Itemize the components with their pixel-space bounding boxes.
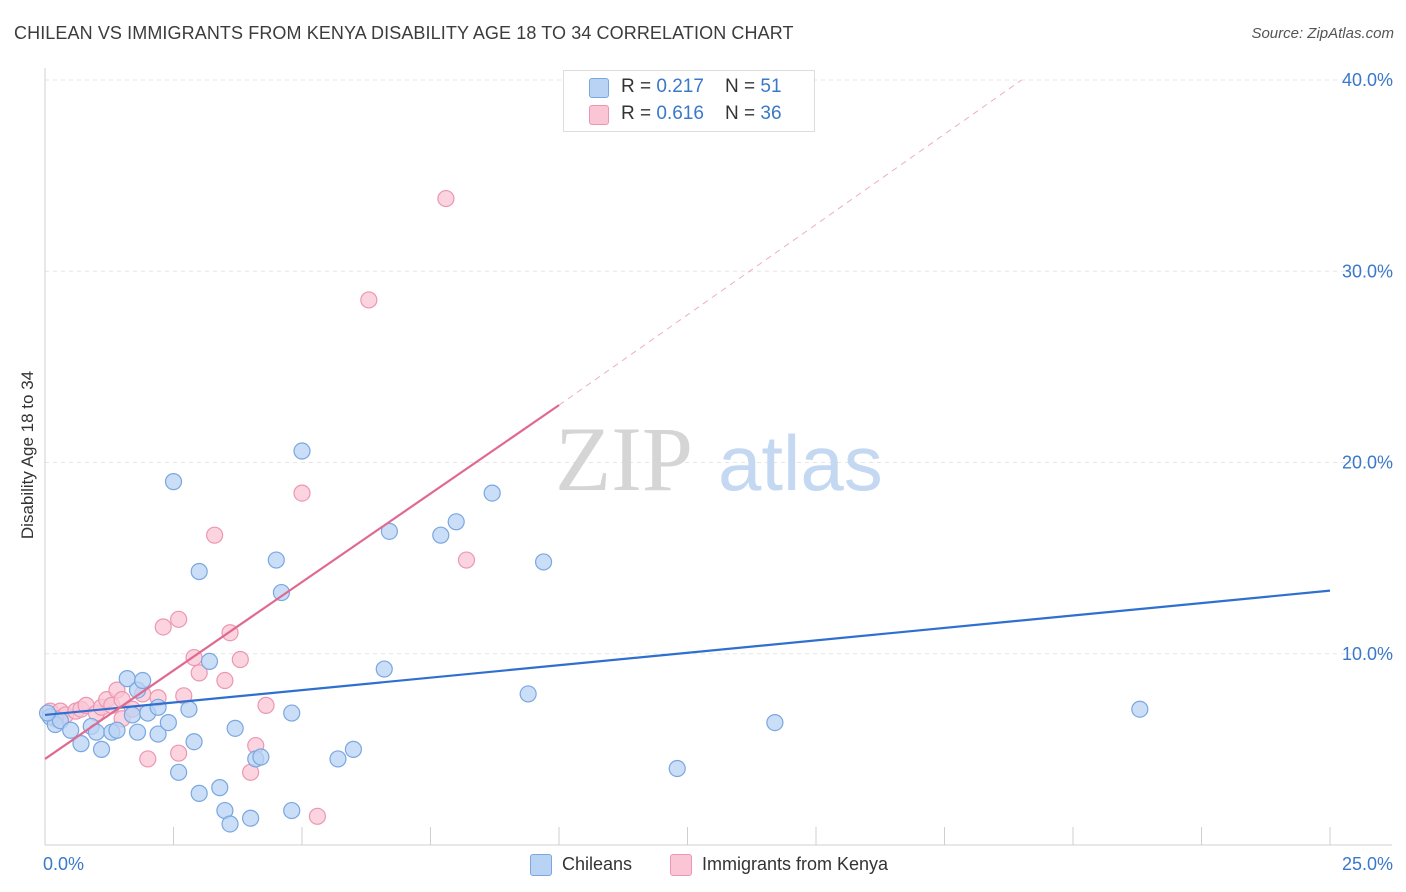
legend-n-value: 36	[760, 103, 782, 124]
y-tick-label: 10.0%	[1342, 644, 1393, 664]
data-points	[38, 189, 1149, 833]
chilean-point	[283, 801, 301, 820]
chart-title: CHILEAN VS IMMIGRANTS FROM KENYA DISABIL…	[14, 23, 794, 43]
legend-n-value: 51	[760, 76, 782, 97]
chilean-point	[293, 442, 311, 460]
kenya-point	[360, 291, 378, 309]
y-tick-label: 20.0%	[1342, 453, 1393, 473]
kenya-point	[170, 610, 188, 628]
chilean-point	[62, 721, 80, 739]
watermark-zip: ZIP	[555, 408, 693, 510]
chilean-point	[123, 706, 141, 724]
x-tick-label: 25.0%	[1342, 854, 1393, 874]
bottom-legend-swatch-chileans	[530, 854, 552, 876]
chilean-point	[149, 698, 167, 716]
tick-labels: 10.0% 20.0% 30.0% 40.0% 0.0% 25.0%	[43, 70, 1393, 874]
kenya-point	[216, 671, 234, 690]
chilean-point	[483, 484, 501, 502]
chilean-point	[329, 750, 347, 768]
chilean-point	[668, 759, 686, 778]
bottom-legend-label: Chileans	[562, 854, 633, 874]
kenya-point	[139, 750, 157, 768]
legend-r-value: 0.217	[656, 76, 704, 97]
chilean-point	[38, 704, 57, 722]
legend-n-label: N =	[725, 76, 761, 97]
chilean-point	[128, 723, 147, 741]
watermark-atlas: atlas	[718, 419, 883, 507]
kenya-point	[206, 526, 224, 544]
chilean-point	[200, 652, 219, 671]
chileans-trend-line	[44, 589, 1331, 717]
chilean-point	[380, 522, 398, 540]
chilean-point	[1131, 700, 1149, 718]
kenya-point	[457, 551, 476, 569]
watermark: ZIP atlas	[555, 408, 883, 510]
chilean-point	[766, 713, 784, 732]
source-label: Source: ZipAtlas.com	[1251, 25, 1394, 42]
chilean-point	[519, 685, 537, 703]
y-tick-label: 30.0%	[1342, 261, 1393, 281]
legend-r-value: 0.616	[656, 103, 704, 124]
chilean-point	[283, 704, 301, 722]
chilean-point	[534, 553, 553, 571]
kenya-point	[190, 664, 208, 682]
chilean-point	[272, 583, 291, 602]
kenya-point	[293, 484, 311, 502]
legend-swatch-kenya	[589, 105, 609, 125]
chilean-point	[211, 779, 229, 797]
kenya-point	[437, 189, 455, 208]
y-tick-label: 40.0%	[1342, 70, 1393, 90]
kenya-point	[154, 618, 172, 636]
legend-n-label: N =	[725, 103, 761, 124]
chilean-point	[159, 713, 177, 732]
trend-lines	[44, 79, 1331, 760]
chilean-point	[149, 725, 167, 743]
chilean-point	[72, 735, 90, 753]
chilean-point	[267, 551, 285, 569]
bottom-legend-swatch-kenya	[670, 854, 692, 876]
chilean-point	[375, 660, 393, 678]
chilean-point	[226, 719, 244, 737]
chilean-point	[432, 526, 450, 544]
chilean-point	[164, 473, 183, 491]
chilean-point	[92, 740, 111, 758]
legend-r-label: R =	[621, 76, 657, 97]
kenya-point	[257, 696, 275, 714]
kenya-trend-line	[44, 404, 560, 760]
chilean-point	[170, 763, 188, 781]
chilean-point	[180, 700, 198, 718]
bottom-legend-label: Immigrants from Kenya	[702, 854, 889, 874]
stats-legend: R = 0.217 N = 51 R = 0.616 N = 36	[563, 70, 815, 132]
chilean-point	[134, 671, 152, 690]
chilean-point	[344, 740, 362, 758]
chilean-point	[447, 513, 465, 531]
kenya-point	[170, 744, 188, 762]
chilean-point	[108, 721, 126, 739]
kenya-point	[231, 650, 249, 669]
chilean-point	[221, 815, 239, 833]
grid-lines	[45, 79, 1392, 655]
chilean-point	[242, 809, 260, 827]
chilean-point	[252, 748, 270, 766]
chilean-point	[190, 784, 208, 802]
chilean-point	[185, 733, 203, 751]
chilean-point	[190, 562, 208, 581]
kenya-point	[308, 807, 327, 825]
legend-r-label: R =	[621, 103, 657, 124]
legend-swatch-chileans	[589, 78, 609, 98]
x-tick-label: 0.0%	[43, 854, 84, 874]
